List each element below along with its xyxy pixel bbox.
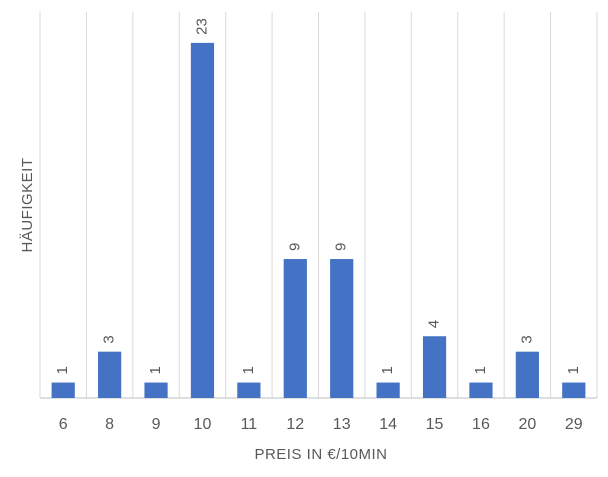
bar [283,259,307,398]
data-label: 3 [101,335,118,343]
bar [515,351,539,398]
bar [562,382,586,398]
y-axis-title: HÄUFIGKEIT [19,157,36,252]
bar [237,382,261,398]
data-label: 4 [426,320,443,328]
x-tick-label: 14 [379,416,397,433]
data-label: 1 [147,366,164,374]
x-axis-title: PREIS IN €/10MIN [254,446,387,463]
bar [51,382,75,398]
bar [144,382,168,398]
x-tick-label: 16 [472,416,490,433]
x-tick-label: 12 [286,416,304,433]
data-label: 1 [240,366,257,374]
x-tick-label: 13 [333,416,351,433]
data-label: 1 [54,366,71,374]
data-label: 3 [518,335,535,343]
bar [422,336,447,398]
data-label: 1 [379,366,396,374]
x-tick-label: 15 [426,416,444,433]
x-tick-label: 10 [194,416,212,433]
bar [190,42,215,398]
data-label: 1 [565,366,582,374]
x-tick-label: 20 [518,416,536,433]
bar [469,382,493,398]
data-label: 1 [472,366,489,374]
data-label: 9 [333,243,350,251]
x-tick-label: 11 [241,416,258,433]
bar [330,259,354,398]
x-tick-label: 8 [105,416,114,433]
x-tick-label: 29 [565,416,583,433]
x-tick-label: 9 [152,416,161,433]
x-tick-label: 6 [59,416,68,433]
bar [376,382,400,398]
data-label: 23 [193,18,210,35]
bar [98,351,122,398]
data-label: 9 [286,243,303,251]
